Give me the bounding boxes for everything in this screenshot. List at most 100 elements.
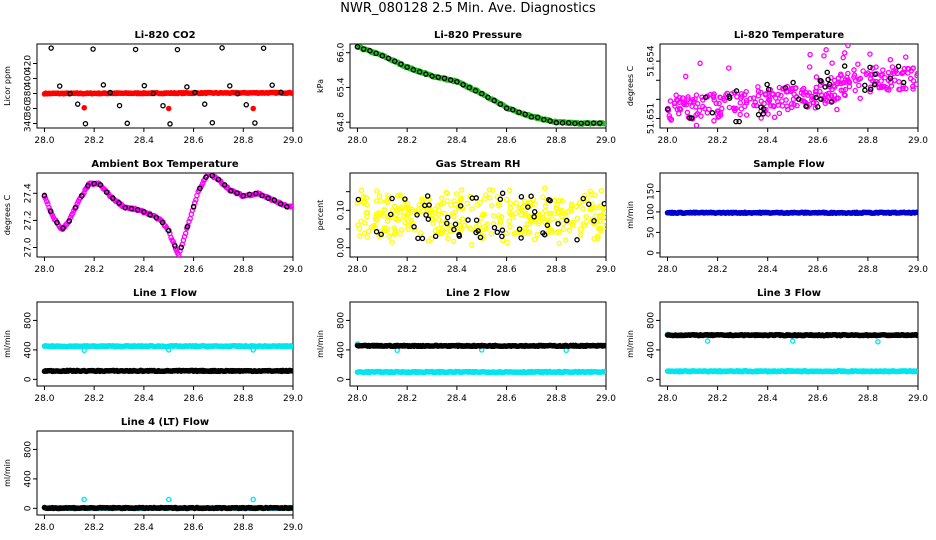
data-point-reference: [813, 94, 819, 101]
data-point-reference: [373, 228, 380, 235]
x-tick-label: 28.0: [34, 394, 54, 404]
chart-line3: Line 3 Flow ml/min 28.0 28.2 28.4 28.6 28.8 29.…: [626, 288, 928, 404]
data-point-averages: [755, 84, 761, 90]
data-point-averages: [552, 210, 558, 217]
y-tick-label: 0.00: [337, 237, 347, 257]
data-point-line_flow: [81, 347, 87, 354]
data-point-averages: [507, 205, 514, 211]
data-point-averages: [743, 112, 750, 118]
x-tick-label: 28.8: [233, 136, 253, 146]
plot-frame: [36, 43, 294, 129]
data-point-reference: [872, 71, 878, 78]
y-tick-label: 800: [337, 312, 347, 329]
data-point-reference: [755, 111, 762, 118]
data-point-averages: [355, 222, 361, 228]
data-point-reference: [415, 235, 421, 242]
data-point-averages: [522, 212, 529, 218]
data-point-reference: [456, 233, 463, 239]
data-point-averages: [420, 207, 427, 214]
data-point-averages: [770, 91, 776, 97]
data-point-averages: [601, 218, 606, 225]
data-point-averages: [602, 224, 606, 230]
data-point-averages: [722, 97, 728, 104]
data-point-averages: [363, 194, 370, 201]
x-tick-label: 28.4: [134, 394, 154, 404]
data-point-averages: [592, 204, 599, 211]
x-tick-label: 28.2: [84, 265, 104, 275]
data-point-line_flow: [914, 368, 918, 375]
data-point-reference: [78, 193, 85, 199]
data-point-averages: [856, 76, 862, 83]
data-point-reference: [503, 105, 510, 111]
data-point-reference: [48, 45, 54, 51]
data-point-averages: [876, 84, 882, 90]
x-tick-label: 28.2: [708, 136, 728, 146]
y-axis-label: degrees C: [626, 65, 635, 106]
data-point-reference: [465, 217, 471, 223]
data-point-reference: [414, 212, 420, 218]
x-tick-label: 28.2: [397, 394, 417, 404]
data-point-averages: [384, 218, 391, 225]
data-point-averages: [775, 99, 781, 105]
data-point-averages: [867, 51, 873, 57]
x-tick-label: 28.2: [84, 136, 104, 146]
data-point-averages: [554, 206, 560, 213]
data-point-averages: [568, 206, 574, 212]
data-point-averages: [457, 196, 464, 202]
data-point-reference: [103, 189, 110, 195]
data-point-averages: [574, 215, 581, 222]
x-tick-label: 28.4: [134, 136, 154, 146]
data-point-reference: [116, 200, 122, 206]
data-point-averages: [573, 203, 580, 210]
data-point-averages: [765, 99, 771, 105]
data-point-reference: [228, 188, 234, 194]
data-point-reference: [544, 222, 551, 229]
data-point-averages: [361, 230, 368, 236]
data-point-averages: [506, 187, 513, 194]
data-point-reference: [124, 120, 130, 127]
y-tick-label: 66.0: [337, 42, 347, 62]
y-axis-label: Licor ppm: [3, 66, 12, 106]
data-point-reference: [153, 214, 160, 221]
data-point-averages: [825, 93, 832, 99]
data-point-averages: [438, 201, 444, 208]
data-point-averages: [374, 188, 380, 194]
data-point-reference: [499, 190, 506, 197]
data-point-averages: [431, 206, 438, 213]
data-point-reference: [219, 45, 225, 51]
chart-title: Li-820 CO2: [134, 30, 195, 41]
data-point-reference: [736, 118, 742, 125]
data-point-averages: [534, 231, 540, 238]
data-point-averages: [673, 92, 679, 98]
data-point-reference: [817, 77, 823, 84]
data-point-averages: [453, 191, 460, 197]
data-point-averages: [905, 65, 911, 72]
data-point-averages: [531, 236, 538, 243]
data-point-averages: [601, 210, 606, 217]
data-point-averages: [738, 106, 745, 112]
data-point-averages: [725, 65, 732, 71]
x-tick-label: 29.0: [283, 394, 303, 404]
x-tick-label: 28.6: [184, 265, 204, 275]
data-point-reference: [765, 86, 772, 93]
data-point-averages: [488, 203, 495, 209]
chart-title: Line 1 Flow: [133, 288, 197, 299]
data-point-averages: [566, 227, 573, 233]
data-point-reference: [85, 182, 91, 189]
data-point-reference: [460, 81, 466, 88]
data-point-reference: [815, 104, 821, 110]
chart-title: Line 2 Flow: [446, 288, 510, 299]
x-tick-label: 28.8: [546, 136, 566, 146]
data-point-reference: [132, 46, 139, 53]
data-point-averages: [807, 51, 813, 58]
data-point-reference: [497, 196, 504, 203]
data-point-reference: [555, 220, 561, 227]
data-point-reference: [547, 118, 553, 124]
data-point-averages: [411, 227, 418, 233]
data-point-averages: [538, 215, 544, 222]
x-tick-label: 28.0: [657, 394, 677, 404]
data-point-averages: [840, 54, 846, 61]
data-point-reference: [485, 94, 491, 101]
data-point-averages: [771, 114, 778, 121]
data-point-averages: [838, 72, 844, 79]
